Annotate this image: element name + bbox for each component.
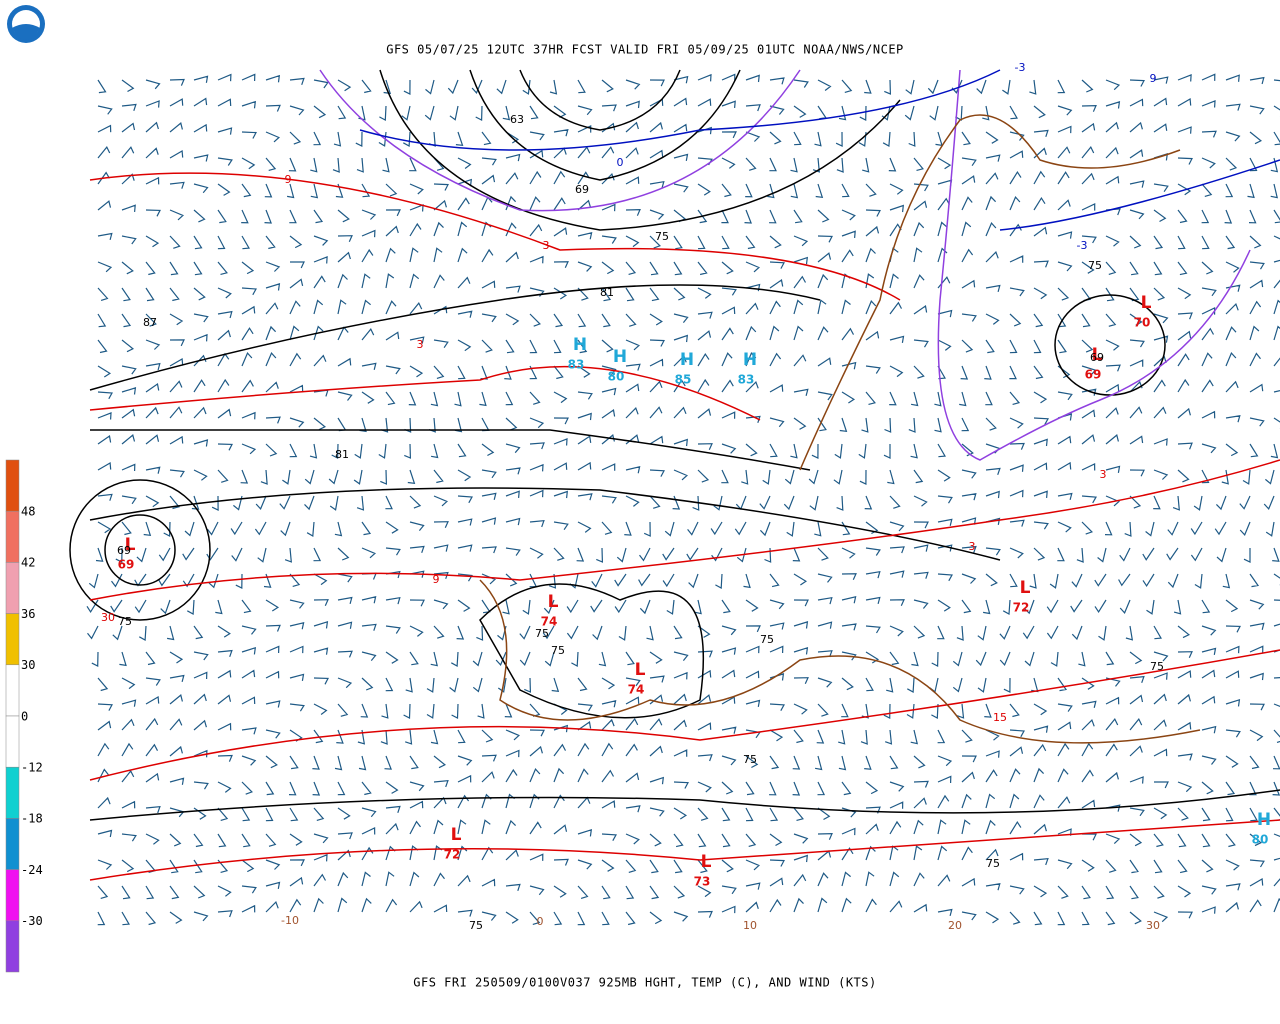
pressure-center-letter: L: [451, 825, 462, 845]
pressure-center-value: 83: [738, 373, 755, 387]
height-contour-label: 69: [1090, 351, 1104, 364]
pressure-center-letter: L: [1020, 578, 1031, 598]
temperature-contour-label: 3: [969, 540, 976, 553]
pressure-center-value: 80: [608, 370, 625, 384]
pressure-center-value: 72: [1013, 601, 1030, 615]
map-caption: GFS FRI 250509/0100V037 925MB HGHT, TEMP…: [413, 976, 876, 990]
temperature-contour-label: 15: [993, 711, 1007, 724]
contours: [69, 69, 1280, 881]
pressure-center-letter: L: [635, 660, 646, 680]
pressure-center-letter: L: [1092, 345, 1103, 365]
pressure-center-letter: H: [613, 347, 627, 367]
grid-contour-label: 30: [1146, 919, 1160, 932]
pressure-center-value: 74: [541, 615, 558, 629]
colorbar-label: -12: [21, 761, 43, 775]
pressure-center-value: 72: [444, 848, 461, 862]
height-contour-label: 75: [118, 615, 132, 628]
pressure-center-letter: H: [680, 350, 694, 370]
pressure-center-letter: H: [573, 335, 587, 355]
colorbar: 48 42 36 30 0 -12 -18 -24 -30: [5, 459, 43, 973]
height-contour-label: 75: [743, 753, 757, 766]
height-contour-label: 75: [986, 857, 1000, 870]
dewpoint-contour-label: -3: [1015, 61, 1026, 74]
pressure-center-value: 83: [568, 358, 585, 372]
pressure-center-letter: L: [548, 592, 559, 612]
height-contour-label: 75: [535, 627, 549, 640]
grid-contour-label: 20: [948, 919, 962, 932]
height-contour-label: 69: [117, 544, 131, 557]
height-contour-label: 75: [551, 644, 565, 657]
noaa-logo: [7, 5, 45, 43]
colorbar-label: 42: [21, 556, 35, 570]
height-contour-label: 63: [510, 113, 524, 126]
colorbar-label: 30: [21, 658, 35, 672]
temperature-contour-label: 9: [285, 173, 292, 186]
grid-contour-label: 0: [537, 915, 544, 928]
pressure-center-letter: L: [1141, 293, 1152, 313]
height-contour-label: 75: [655, 230, 669, 243]
colorbar-segment: [5, 766, 20, 819]
pressure-center-letter: L: [125, 535, 136, 555]
height-contour-label: 87: [143, 316, 157, 329]
temperature-contour-label: 3: [543, 239, 550, 252]
colorbar-label: 0: [21, 709, 28, 723]
colorbar-segment: [5, 818, 20, 870]
height-contour-label: 75: [469, 919, 483, 932]
temperature-contour-label: 3: [1100, 468, 1107, 481]
pressure-center-value: 85: [675, 373, 692, 387]
colorbar-label: 48: [21, 505, 35, 519]
height-contour-label: 81: [335, 448, 349, 461]
barb-field: [86, 73, 1280, 926]
colorbar-segment: [5, 715, 20, 768]
pressure-center-value: 70: [1134, 316, 1151, 330]
temperature-contour-label: 3: [417, 338, 424, 351]
dewpoint-contour-label: -3: [1077, 239, 1088, 252]
height-contour-label: 75: [1150, 660, 1164, 673]
colorbar-label: -24: [21, 863, 43, 877]
colorbar-label: -18: [21, 812, 43, 826]
pressure-center-letter: H: [1257, 810, 1271, 830]
colorbar-segment: [5, 613, 20, 666]
temperature-contour-label: 30: [101, 611, 115, 624]
grid-contour-label: 10: [743, 919, 757, 932]
pressure-center-value: 74: [628, 683, 645, 697]
map-title: GFS 05/07/25 12UTC 37HR FCST VALID FRI 0…: [386, 43, 904, 57]
colorbar-segment: [5, 664, 20, 717]
height-contour-label: 69: [575, 183, 589, 196]
grid-contour-label: -10: [281, 914, 299, 927]
colorbar-label: -30: [21, 914, 43, 928]
pressure-center-value: 69: [118, 558, 135, 572]
pressure-center-value: 69: [1085, 368, 1102, 382]
pressure-center-value: 73: [694, 875, 711, 889]
height-contour-label: 81: [600, 286, 614, 299]
temperature-contour-label: 9: [433, 573, 440, 586]
wind-barbs: [86, 73, 1280, 926]
colorbar-segment: [5, 869, 20, 922]
colorbar-segment: [5, 562, 20, 614]
colorbar-segment: [5, 510, 20, 563]
colorbar-segment: [5, 459, 20, 512]
colorbar-label: 36: [21, 607, 35, 621]
colorbar-segment: [5, 920, 20, 973]
pressure-center-letter: L: [701, 852, 712, 872]
dewpoint-contour-label: 0: [617, 156, 624, 169]
pressure-center-letter: H: [743, 350, 757, 370]
dewpoint-contour-label: 9: [1150, 72, 1157, 85]
height-contour-label: 75: [1088, 259, 1102, 272]
height-contour-label: 75: [760, 633, 774, 646]
pressure-center-value: 80: [1252, 833, 1269, 847]
